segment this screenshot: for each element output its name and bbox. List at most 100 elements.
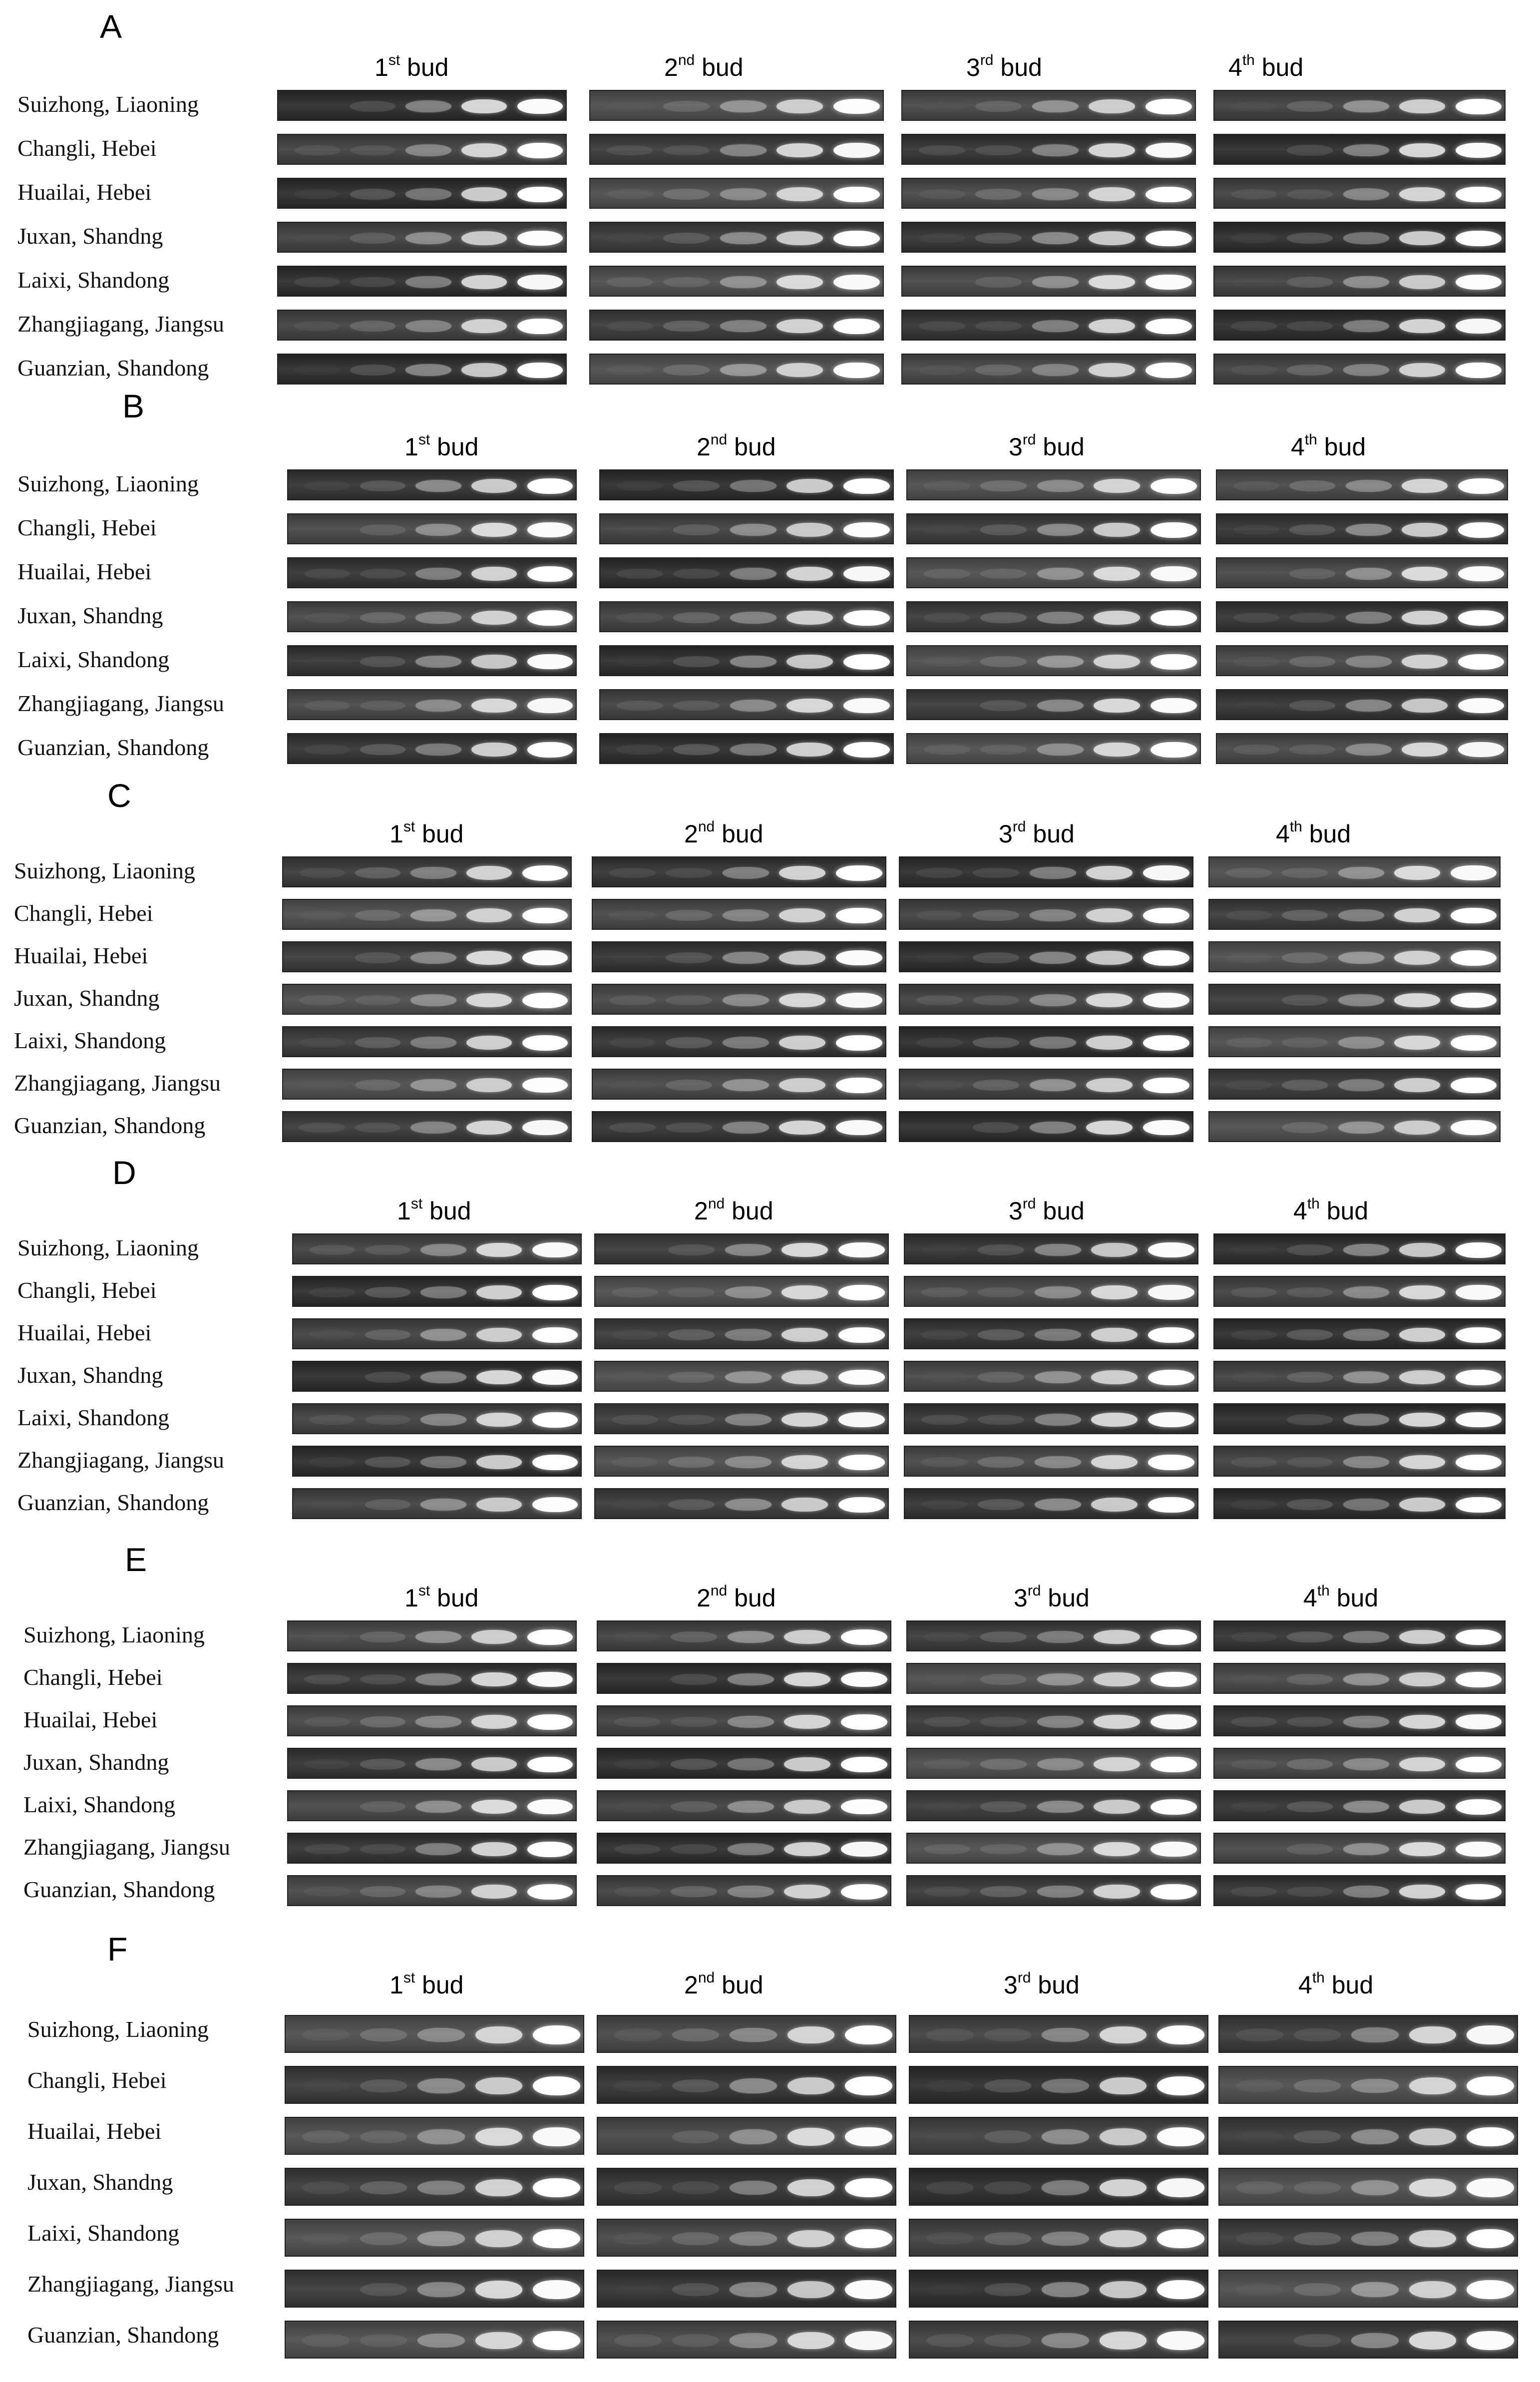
bud-number: 4 <box>1291 433 1305 461</box>
gel-band <box>1150 1884 1197 1900</box>
gel-band <box>666 1037 713 1048</box>
gel-band <box>532 1369 578 1385</box>
gel-band <box>1351 2282 1399 2297</box>
gel-band <box>673 612 720 623</box>
gel-band <box>1094 1757 1141 1772</box>
gel-band <box>776 187 823 202</box>
gel-band <box>1236 2079 1284 2092</box>
gel-strip <box>901 134 1196 165</box>
bud-header: 2nd bud <box>697 432 776 460</box>
gel-band <box>833 362 880 378</box>
gel-band <box>978 1414 1025 1425</box>
bud-word: bud <box>715 820 764 848</box>
gel-band <box>1236 2232 1284 2245</box>
gel-strip <box>1218 2270 1518 2308</box>
gel-band <box>350 101 396 112</box>
gel-band <box>916 1123 963 1133</box>
gel-band <box>781 1370 828 1384</box>
panel-letter: B <box>122 388 145 424</box>
bud-ordinal-suffix: rd <box>1012 818 1026 835</box>
gel-band <box>466 993 512 1008</box>
gel-band <box>405 188 451 200</box>
gel-band <box>975 233 1022 244</box>
gel-band <box>1150 742 1197 758</box>
gel-band <box>1345 656 1392 668</box>
bud-number: 4 <box>1228 53 1242 81</box>
gel-band <box>838 1369 885 1385</box>
bud-word: bud <box>1041 1584 1090 1612</box>
gel-band <box>1409 2230 1457 2248</box>
gel-band <box>1145 318 1192 334</box>
gel-band <box>663 101 710 112</box>
gel-band <box>924 701 970 711</box>
gel-band <box>1230 1886 1277 1897</box>
row-label: Laixi, Shandong <box>14 1028 166 1053</box>
gel-band <box>1089 231 1136 245</box>
gel-band <box>1455 274 1502 290</box>
gel-band <box>843 478 890 494</box>
gel-strip <box>597 1748 891 1779</box>
gel-strip <box>909 2117 1208 2155</box>
gel-band <box>776 275 823 290</box>
gel-band <box>294 321 340 332</box>
gel-strip <box>594 1276 889 1307</box>
gel-band <box>668 1329 715 1340</box>
gel-band <box>420 1498 466 1511</box>
gel-band <box>776 143 823 158</box>
gel-band <box>360 1759 406 1770</box>
gel-band <box>1338 1079 1384 1091</box>
gel-band <box>415 1801 461 1813</box>
gel-band <box>835 1035 882 1051</box>
gel-band <box>1282 995 1328 1006</box>
bud-number: 3 <box>1004 1971 1018 1999</box>
gel-band <box>1094 1884 1141 1899</box>
gel-band <box>609 995 656 1006</box>
gel-strip <box>285 2270 584 2308</box>
gel-strip <box>1213 1488 1506 1519</box>
gel-band <box>606 189 653 200</box>
gel-band <box>611 1414 658 1425</box>
gel-band <box>1345 744 1392 756</box>
gel-strip <box>901 178 1196 209</box>
gel-band <box>663 233 710 244</box>
gel-strip <box>287 1705 577 1736</box>
gel-band <box>787 2128 835 2146</box>
gel-band <box>1287 1329 1333 1340</box>
gel-strip <box>1213 1446 1506 1477</box>
gel-band <box>923 480 970 491</box>
gel-band <box>671 1759 718 1770</box>
gel-band <box>302 2334 350 2347</box>
gel-band <box>405 232 451 245</box>
gel-band <box>1145 230 1192 246</box>
gel-band <box>671 1674 718 1685</box>
gel-band <box>666 1122 713 1133</box>
gel-band <box>1450 1120 1497 1136</box>
gel-band <box>835 1120 882 1136</box>
gel-band <box>840 1629 887 1645</box>
gel-band <box>1032 100 1079 113</box>
gel-band <box>779 865 826 880</box>
gel-band <box>1293 2181 1341 2194</box>
gel-band <box>1091 1498 1138 1512</box>
gel-band <box>1086 865 1133 880</box>
gel-band <box>616 700 663 711</box>
gel-strip <box>599 469 894 500</box>
gel-band <box>1236 2131 1283 2143</box>
gel-strip <box>594 1318 889 1349</box>
gel-band <box>784 1630 831 1644</box>
gel-strip <box>1213 1705 1506 1736</box>
gel-band <box>1455 1756 1502 1772</box>
gel-band <box>360 1886 406 1897</box>
gel-band <box>1450 907 1497 923</box>
gel-strip <box>901 310 1196 341</box>
gel-band <box>1399 1714 1446 1729</box>
gel-band <box>304 657 350 667</box>
gel-band <box>1343 1499 1389 1511</box>
gel-band <box>720 232 767 245</box>
gel-strip <box>1216 689 1508 720</box>
gel-band <box>1450 1035 1497 1051</box>
gel-band <box>1399 363 1446 378</box>
gel-band <box>671 1844 718 1855</box>
gel-band <box>673 744 720 755</box>
gel-band <box>527 1799 573 1815</box>
